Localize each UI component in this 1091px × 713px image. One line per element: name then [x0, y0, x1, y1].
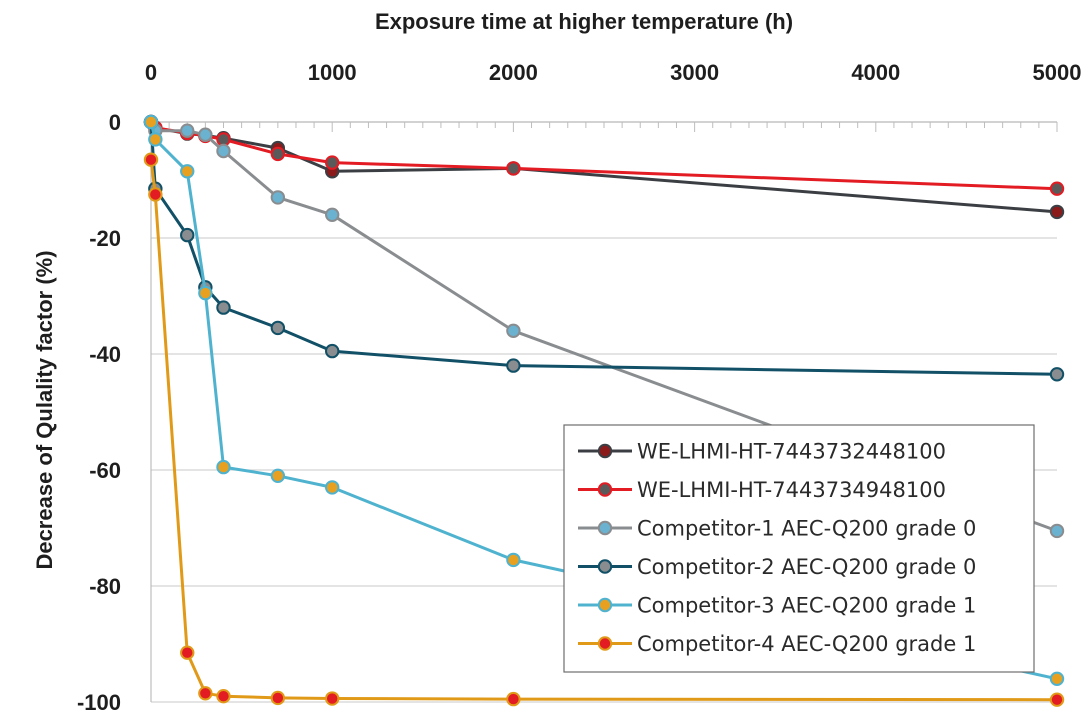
y-tick-label: -60 [89, 458, 121, 483]
y-tick-label: -100 [77, 690, 121, 713]
legend-marker-swatch [597, 482, 613, 497]
data-point [216, 143, 231, 159]
data-point [1049, 523, 1065, 539]
data-point [198, 127, 213, 142]
data-point [270, 468, 286, 483]
legend-marker-swatch [597, 520, 613, 536]
data-point [325, 207, 340, 223]
data-point [1049, 367, 1065, 382]
data-point [143, 152, 159, 167]
y-axis-title: Decrease of Qulality factor (%) [32, 250, 57, 569]
series-group [143, 114, 1065, 539]
data-point [506, 161, 521, 176]
data-point [270, 146, 286, 162]
legend-marker-swatch [597, 559, 613, 574]
y-tick-label: -40 [89, 342, 121, 367]
data-point [148, 187, 163, 202]
x-tick-label: 1000 [308, 60, 357, 85]
data-point [148, 132, 163, 147]
legend-label: Competitor-1 AEC-Q200 grade 0 [637, 517, 976, 541]
series-layer [143, 114, 1065, 707]
x-tick-label: 4000 [851, 60, 900, 85]
data-point [270, 190, 286, 205]
legend-item: WE-LHMI-HT-7443732448100 [578, 440, 946, 464]
data-point [216, 132, 231, 147]
data-point [1049, 671, 1065, 686]
data-point [216, 459, 231, 475]
data-point [506, 691, 521, 707]
series-group [143, 152, 1065, 707]
x-axis-title: Exposure time at higher temperature (h) [375, 9, 793, 34]
legend-box [563, 424, 1035, 673]
x-tick-label: 2000 [489, 60, 538, 85]
data-point [325, 480, 340, 495]
data-point [506, 552, 521, 568]
data-point [180, 645, 195, 660]
data-point [325, 691, 340, 706]
legend-marker-swatch [597, 597, 613, 613]
data-point [1049, 181, 1065, 196]
data-point [180, 227, 195, 243]
legend-marker-swatch [597, 636, 613, 651]
data-point [506, 323, 521, 338]
legend: WE-LHMI-HT-7443732448100 WE-LHMI-HT-74437… [563, 424, 1035, 673]
legend-label: Competitor-4 AEC-Q200 grade 1 [637, 632, 976, 656]
y-tick-label: -80 [89, 574, 121, 599]
legend-item: Competitor-1 AEC-Q200 grade 0 [578, 517, 976, 541]
legend-item: WE-LHMI-HT-7443734948100 [578, 478, 946, 502]
legend-item: Competitor-2 AEC-Q200 grade 0 [578, 555, 976, 579]
data-point [325, 155, 340, 170]
legend-label: WE-LHMI-HT-7443734948100 [637, 478, 946, 502]
x-tick-label: 0 [145, 60, 157, 85]
data-point [198, 686, 213, 701]
y-axis-ticks: 0 -20 -40 -60 -80 -100 [77, 110, 121, 713]
legend-label: WE-LHMI-HT-7443732448100 [637, 440, 946, 464]
data-point [506, 358, 521, 373]
y-tick-label: 0 [109, 110, 121, 135]
legend-item: Competitor-3 AEC-Q200 grade 1 [578, 594, 976, 618]
legend-marker-swatch [597, 443, 613, 459]
data-point [180, 123, 195, 138]
data-point [198, 285, 213, 301]
data-point [216, 689, 231, 704]
data-point [325, 343, 340, 359]
data-point [143, 114, 159, 130]
x-tick-label: 3000 [670, 60, 719, 85]
legend-label: Competitor-3 AEC-Q200 grade 1 [637, 594, 976, 618]
data-point [270, 690, 286, 706]
data-point [180, 164, 195, 179]
legend-item: Competitor-4 AEC-Q200 grade 1 [578, 632, 976, 656]
data-point [270, 320, 286, 336]
series-group [143, 114, 1065, 686]
legend-label: Competitor-2 AEC-Q200 grade 0 [637, 555, 976, 579]
data-point [1049, 204, 1065, 220]
data-point [1049, 692, 1065, 707]
data-point [216, 300, 231, 315]
x-tick-label: 5000 [1033, 60, 1082, 85]
y-tick-label: -20 [89, 226, 121, 251]
x-axis-ticks: 0 1000 2000 3000 4000 5000 [145, 60, 1082, 132]
